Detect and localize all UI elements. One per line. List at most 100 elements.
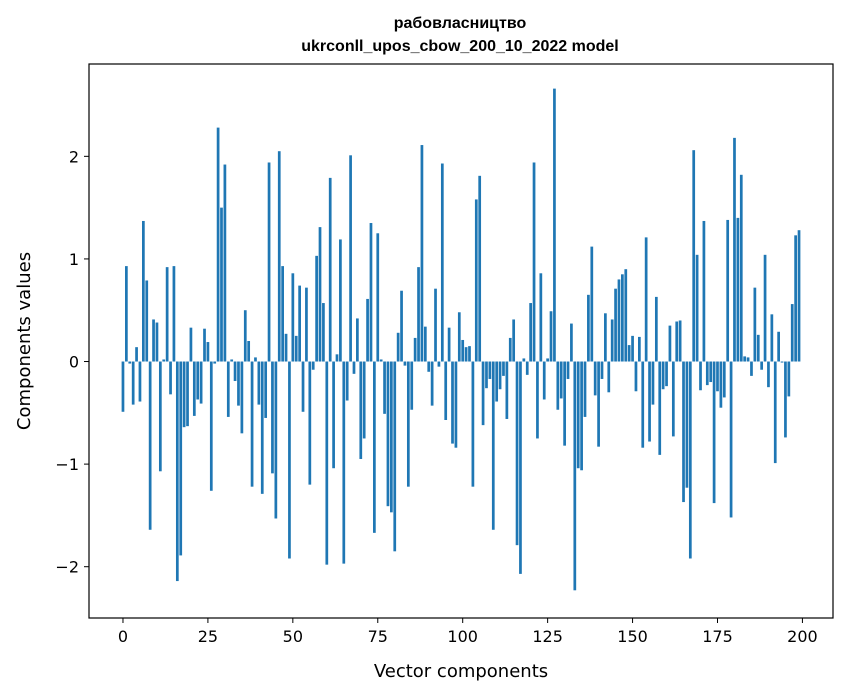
bar <box>604 313 607 362</box>
bar <box>440 163 444 362</box>
bar <box>230 359 234 362</box>
bar <box>512 319 516 362</box>
bar <box>760 361 764 370</box>
x-axis-label: Vector components <box>374 661 548 682</box>
bar <box>671 361 675 437</box>
bar <box>169 361 172 395</box>
bar <box>597 361 600 447</box>
bar <box>750 361 753 376</box>
bar <box>583 361 587 417</box>
y-axis-ticks: −2 −1 0 1 2 <box>55 147 89 577</box>
bar <box>216 127 220 362</box>
bar <box>539 273 543 362</box>
bar <box>165 267 169 362</box>
bar <box>688 361 692 559</box>
bar <box>712 361 716 504</box>
bar <box>573 361 577 591</box>
bar <box>135 347 138 362</box>
bar <box>233 361 237 382</box>
bar <box>549 311 553 362</box>
x-tick-label: 25 <box>198 627 218 646</box>
x-tick-label: 200 <box>787 627 818 646</box>
bar <box>400 290 403 362</box>
bar <box>532 162 536 362</box>
bar <box>627 345 631 362</box>
bar <box>315 255 318 362</box>
bar <box>702 220 706 362</box>
bar <box>243 310 247 362</box>
bar <box>271 361 274 474</box>
bar <box>325 361 329 565</box>
bar <box>773 361 777 464</box>
bar <box>186 361 189 427</box>
bar <box>284 333 288 362</box>
bar <box>260 361 264 494</box>
bar <box>339 239 342 362</box>
bar <box>488 361 492 379</box>
bar <box>189 327 193 362</box>
bar <box>705 361 709 386</box>
bar <box>692 150 696 362</box>
bar <box>410 361 414 410</box>
bar <box>739 174 743 362</box>
x-tick-label: 0 <box>118 627 128 646</box>
bar <box>563 361 566 446</box>
bar <box>451 361 454 444</box>
bar <box>746 357 750 362</box>
bar <box>322 303 325 362</box>
bar <box>471 361 475 487</box>
bar <box>600 361 604 379</box>
bar <box>614 288 617 362</box>
bar <box>257 361 261 405</box>
bar <box>515 361 519 546</box>
bar <box>383 361 386 414</box>
bar <box>328 177 332 362</box>
bar <box>213 361 217 364</box>
bar <box>427 361 431 372</box>
y-tick-label: 2 <box>69 147 79 166</box>
bar <box>658 361 662 455</box>
bar <box>763 254 767 362</box>
bar <box>610 319 614 362</box>
bar <box>131 361 135 405</box>
bar <box>743 356 747 362</box>
bar <box>301 361 305 412</box>
bar <box>474 199 478 362</box>
bar <box>654 296 658 362</box>
bar <box>675 321 679 362</box>
bar <box>352 361 356 374</box>
bar <box>685 361 689 488</box>
bar <box>495 361 499 402</box>
bar <box>797 230 801 362</box>
bar <box>593 361 597 396</box>
bar <box>505 361 509 419</box>
x-tick-label: 75 <box>368 627 388 646</box>
bar <box>566 361 570 379</box>
bar <box>356 318 359 362</box>
bar <box>417 267 420 362</box>
bar <box>444 361 448 420</box>
bar <box>767 361 770 388</box>
bar <box>716 361 719 392</box>
bar <box>209 361 213 491</box>
x-axis-ticks: 0 25 50 75 100 125 150 175 200 <box>118 618 818 646</box>
bar <box>556 361 560 410</box>
bar <box>576 361 580 469</box>
bar <box>461 339 465 362</box>
bar <box>699 361 702 391</box>
bar <box>240 361 244 434</box>
bar <box>305 287 308 362</box>
bar <box>138 361 142 402</box>
bar <box>281 266 284 362</box>
bar <box>736 217 740 362</box>
bar <box>206 342 210 362</box>
bar <box>587 294 590 362</box>
bar <box>777 331 780 362</box>
bar <box>237 361 240 406</box>
bar <box>250 361 254 487</box>
bar <box>522 358 526 362</box>
bar <box>373 361 376 533</box>
bar <box>678 320 682 362</box>
bar <box>780 361 784 363</box>
